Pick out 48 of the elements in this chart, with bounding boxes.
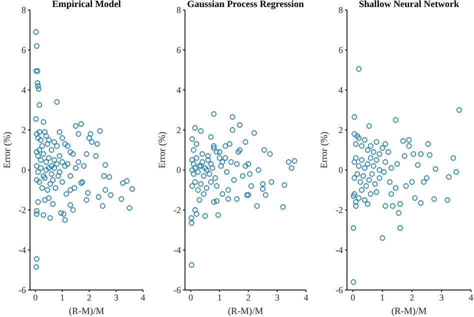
- x-tick-label: 2: [410, 292, 414, 302]
- y-tick-label: 6: [338, 45, 344, 56]
- x-tick-label: 4: [140, 292, 146, 302]
- x-axis-title: (R-M)/M: [391, 307, 428, 317]
- y-tick-label: 2: [176, 125, 181, 136]
- chart-title: Empirical Model: [51, 0, 122, 10]
- y-tick-label: 0: [176, 165, 182, 176]
- y-axis-title: Error (%): [3, 132, 13, 168]
- y-axis-title: Error (%): [320, 132, 330, 168]
- x-tick-label: 0: [33, 292, 38, 302]
- x-tick-label: 1: [380, 292, 385, 302]
- y-tick-label: -4: [174, 245, 182, 256]
- x-axis-title: (R-M)/M: [228, 307, 264, 317]
- y-tick-label: -4: [18, 245, 26, 256]
- y-tick-label: 0: [22, 165, 26, 176]
- y-tick-label: 8: [338, 5, 344, 16]
- y-tick-label: 2: [22, 125, 26, 136]
- x-tick-label: 1: [217, 292, 222, 302]
- y-tick-label: 8: [22, 5, 26, 16]
- y-tick-label: -6: [336, 285, 344, 296]
- x-axis-title: (R-M)/M: [68, 307, 105, 317]
- y-tick-label: -6: [18, 285, 26, 296]
- x-tick-label: 3: [439, 292, 444, 302]
- y-tick-label: 0: [338, 165, 344, 176]
- y-tick-label: 8: [176, 5, 182, 16]
- x-tick-label: 4: [304, 292, 309, 302]
- y-tick-label: -6: [174, 285, 182, 296]
- x-tick-label: 2: [86, 292, 92, 302]
- y-tick-label: 6: [176, 45, 182, 56]
- y-tick-label: 4: [176, 85, 182, 96]
- x-tick-label: 3: [274, 292, 280, 302]
- y-tick-label: 4: [338, 85, 344, 96]
- y-tick-label: -2: [174, 205, 181, 216]
- y-tick-label: -2: [336, 205, 343, 216]
- x-tick-label: 0: [188, 292, 194, 302]
- y-tick-label: 6: [22, 45, 26, 56]
- y-tick-label: 4: [22, 85, 26, 96]
- x-tick-label: 2: [246, 292, 251, 302]
- x-tick-label: 0: [350, 292, 356, 302]
- y-axis-title: Error (%): [158, 132, 168, 168]
- chart-title: Gaussian Process Regression: [186, 0, 305, 10]
- y-tick-label: 2: [338, 125, 343, 136]
- x-tick-label: 3: [114, 292, 119, 302]
- x-tick-label: 4: [468, 292, 474, 302]
- x-tick-label: 1: [60, 292, 65, 302]
- y-tick-label: -4: [336, 245, 344, 256]
- y-tick-label: -2: [18, 205, 26, 216]
- chart-title: Shallow Neural Network: [358, 0, 460, 10]
